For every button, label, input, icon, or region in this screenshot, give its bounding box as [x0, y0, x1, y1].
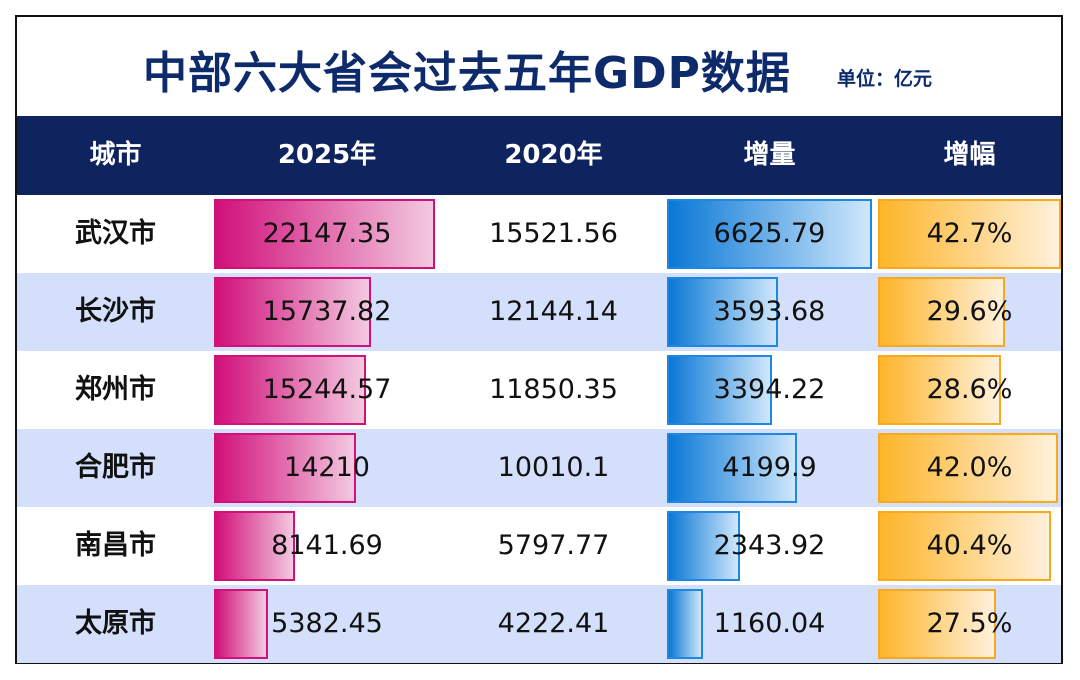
gdp-2025-cell: 14210 — [284, 452, 370, 483]
increase-cell: 6625.79 — [713, 218, 826, 249]
bar-increase — [667, 277, 778, 347]
city-cell: 长沙市 — [75, 296, 156, 327]
bar-increase — [667, 511, 740, 581]
growth-cell: 27.5% — [926, 608, 1013, 639]
bar-increase — [667, 199, 872, 269]
header-2020: 2020年 — [504, 140, 603, 170]
city-cell: 合肥市 — [75, 452, 156, 483]
bar-2025 — [214, 589, 268, 659]
city-cell: 武汉市 — [75, 218, 156, 249]
city-cell: 南昌市 — [75, 530, 156, 561]
city-cell: 郑州市 — [75, 374, 156, 405]
bar-growth — [878, 277, 1005, 347]
bar-2025 — [214, 355, 366, 425]
bar-growth — [878, 511, 1051, 581]
increase-cell: 2343.92 — [713, 530, 826, 561]
gdp-2020-cell: 11850.35 — [489, 374, 618, 405]
growth-cell: 42.7% — [926, 218, 1013, 249]
gdp-2025-cell: 15244.57 — [262, 374, 392, 405]
bar-increase — [667, 433, 797, 503]
gdp-2020-cell: 15521.56 — [489, 218, 618, 249]
table-row: 长沙市 15737.82 12144.14 3593.68 29.6% — [17, 273, 1061, 351]
bar-increase — [667, 589, 703, 659]
header-increase: 增量 — [743, 140, 796, 170]
gdp-table-frame: 中部六大省会过去五年GDP数据 单位：亿元 城市 2025年 2020年 增量 … — [15, 15, 1063, 664]
table-header: 城市 2025年 2020年 增量 增幅 — [17, 116, 1061, 195]
bar-growth — [878, 199, 1061, 269]
bar-growth — [878, 589, 996, 659]
table-row: 武汉市 22147.35 15521.56 6625.79 42.7% — [17, 195, 1061, 273]
gdp-2025-cell: 22147.35 — [262, 218, 392, 249]
increase-cell: 1160.04 — [713, 608, 826, 639]
increase-cell: 3394.22 — [713, 374, 826, 405]
gdp-2025-cell: 8141.69 — [271, 530, 383, 561]
growth-cell: 28.6% — [926, 374, 1013, 405]
bar-2025 — [214, 433, 356, 503]
increase-cell: 3593.68 — [713, 296, 826, 327]
bar-increase — [667, 355, 772, 425]
gdp-2020-cell: 4222.41 — [497, 608, 610, 639]
title-row: 中部六大省会过去五年GDP数据 单位：亿元 — [17, 17, 1061, 117]
bar-2025 — [214, 511, 295, 581]
gdp-2020-cell: 12144.14 — [489, 296, 618, 327]
gdp-2020-cell: 5797.77 — [497, 530, 610, 561]
bar-2025 — [214, 199, 435, 269]
table-row: 合肥市 14210 10010.1 4199.9 42.0% — [17, 429, 1061, 507]
city-cell: 太原市 — [75, 608, 156, 639]
growth-cell: 29.6% — [926, 296, 1013, 327]
growth-cell: 42.0% — [926, 452, 1013, 483]
growth-cell: 40.4% — [926, 530, 1013, 561]
bar-growth — [878, 355, 1001, 425]
gdp-2025-cell: 5382.45 — [271, 608, 383, 639]
table-body: 武汉市 22147.35 15521.56 6625.79 42.7% 长沙市 15737.… — [17, 195, 1061, 665]
header-growth: 增幅 — [943, 140, 996, 170]
header-2025: 2025年 — [277, 140, 377, 170]
bar-2025 — [214, 277, 371, 347]
unit-label: 单位：亿元 — [837, 68, 933, 90]
table-row: 太原市 5382.45 4222.41 1160.04 27.5% — [17, 585, 1061, 663]
chart-title: 中部六大省会过去五年GDP数据 — [143, 48, 791, 99]
table-row: 郑州市 15244.57 11850.35 3394.22 28.6% — [17, 351, 1061, 429]
header-city: 城市 — [89, 140, 142, 170]
increase-cell: 4199.9 — [722, 452, 817, 483]
bar-growth — [878, 433, 1058, 503]
table-row: 南昌市 8141.69 5797.77 2343.92 40.4% — [17, 507, 1061, 585]
gdp-2025-cell: 15737.82 — [262, 296, 392, 327]
gdp-2020-cell: 10010.1 — [497, 452, 610, 483]
